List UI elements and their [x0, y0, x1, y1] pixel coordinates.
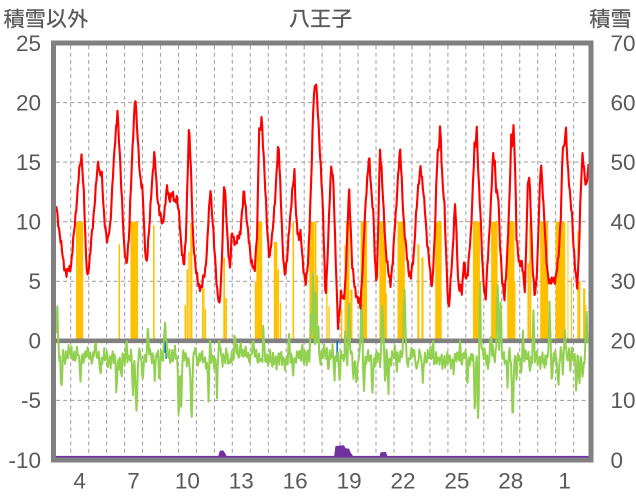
svg-text:20: 20 [611, 329, 636, 354]
svg-text:22: 22 [390, 469, 415, 494]
svg-text:10: 10 [16, 210, 41, 235]
svg-text:1: 1 [558, 469, 571, 494]
svg-text:0: 0 [611, 448, 624, 473]
svg-text:-10: -10 [8, 448, 41, 473]
svg-text:25: 25 [444, 469, 469, 494]
svg-text:7: 7 [127, 469, 140, 494]
svg-text:10: 10 [611, 388, 636, 413]
svg-text:70: 70 [611, 31, 636, 56]
svg-text:13: 13 [229, 469, 254, 494]
svg-text:4: 4 [73, 469, 86, 494]
svg-text:40: 40 [611, 210, 636, 235]
svg-text:0: 0 [28, 329, 41, 354]
svg-text:50: 50 [611, 150, 636, 175]
svg-text:16: 16 [283, 469, 308, 494]
svg-text:15: 15 [16, 150, 41, 175]
svg-text:10: 10 [175, 469, 200, 494]
svg-text:19: 19 [337, 469, 362, 494]
svg-text:25: 25 [16, 31, 41, 56]
svg-text:-5: -5 [21, 388, 41, 413]
svg-text:20: 20 [16, 90, 41, 115]
svg-text:60: 60 [611, 90, 636, 115]
svg-text:5: 5 [28, 269, 41, 294]
svg-text:30: 30 [611, 269, 636, 294]
svg-text:28: 28 [498, 469, 523, 494]
